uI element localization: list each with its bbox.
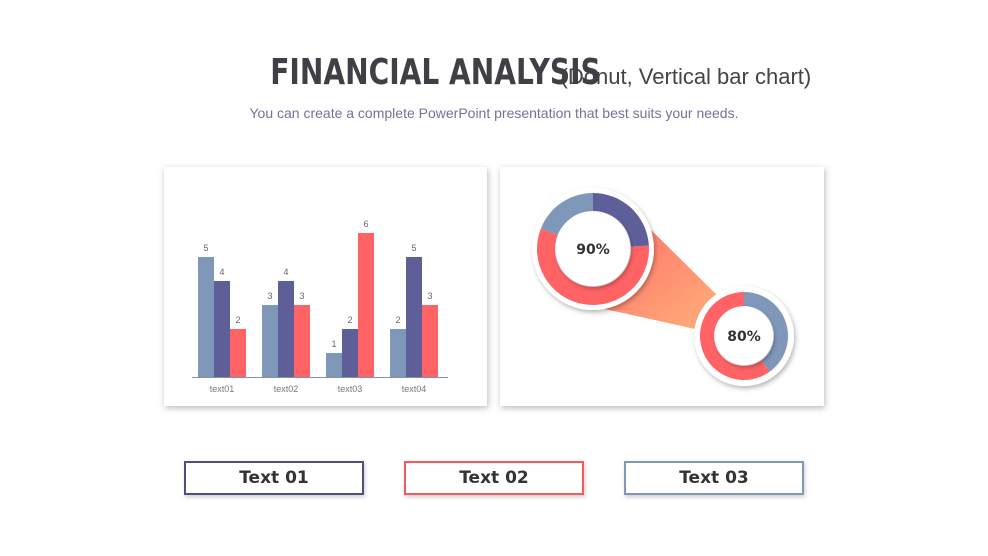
label-text-01: Text 01 — [239, 468, 309, 488]
label-box-text-02: Text 02 — [404, 461, 584, 495]
bar-text02-s2 — [278, 281, 294, 377]
bar-text01-s2 — [214, 281, 230, 377]
donut-chart: 90% 80% — [532, 188, 794, 386]
x-tick-text02: text02 — [274, 384, 299, 394]
bar-text03-s1 — [326, 353, 342, 377]
title-suffix: (Donut, Vertical bar chart) — [560, 64, 812, 89]
funnel-connector — [596, 229, 720, 333]
bar-label-text04-s1: 2 — [395, 315, 400, 325]
bar-text02-s3 — [294, 305, 310, 377]
bar-text01-s1 — [198, 257, 214, 377]
donut-90-label: 90% — [576, 242, 610, 258]
bar-label-text04-s3: 3 — [427, 291, 432, 301]
donut-90-segment-2 — [540, 193, 593, 236]
bar-label-text02-s2: 4 — [283, 267, 288, 277]
bar-text04-s3 — [422, 305, 438, 377]
bar-text02-s1 — [262, 305, 278, 377]
label-text-03: Text 03 — [679, 468, 749, 488]
title-main: FINANCIAL ANALYSIS — [270, 52, 601, 93]
x-tick-text03: text03 — [338, 384, 363, 394]
bar-chart-card: 5 4 2 text01 3 4 3 text02 1 2 6 text03 2 5 3 text04 — [164, 167, 487, 406]
bar-label-text02-s3: 3 — [299, 291, 304, 301]
bar-text01-s3 — [230, 329, 246, 377]
x-tick-text01: text01 — [210, 384, 235, 394]
bar-label-text04-s2: 5 — [411, 243, 416, 253]
donut-80-segment-2 — [744, 292, 788, 372]
donut-80-segment-1 — [700, 292, 770, 381]
donut-90-center — [556, 212, 630, 286]
bar-label-text01-s1: 5 — [203, 243, 208, 253]
bar-label-text03-s3: 6 — [363, 219, 368, 229]
bar-label-text01-s2: 4 — [219, 267, 224, 277]
bar-text03-s3 — [358, 233, 374, 377]
bar-text04-s1 — [390, 329, 406, 377]
page-subtitle: You can create a complete PowerPoint pre… — [249, 105, 739, 121]
donut-90: 90% — [532, 188, 654, 310]
bar-label-text03-s1: 1 — [331, 339, 336, 349]
label-box-text-03: Text 03 — [624, 461, 804, 495]
donut-80-label: 80% — [727, 329, 761, 345]
bar-text04-s2 — [406, 257, 422, 377]
donut-90-segment-1 — [537, 228, 649, 305]
bar-label-text02-s1: 3 — [267, 291, 272, 301]
bar-chart: 5 4 2 text01 3 4 3 text02 1 2 6 text03 2 5 3 text04 — [192, 219, 448, 394]
page-title: FINANCIAL ANALYSIS(Donut, Vertical bar c… — [0, 52, 988, 93]
label-text-02: Text 02 — [459, 468, 529, 488]
donut-90-segment-3 — [593, 193, 649, 247]
donut-80: 80% — [694, 286, 794, 386]
bar-text03-s2 — [342, 329, 358, 377]
donut-chart-card: 90% 80% — [500, 167, 824, 406]
bar-label-text01-s3: 2 — [235, 315, 240, 325]
donut-80-center — [715, 307, 773, 365]
label-box-text-01: Text 01 — [184, 461, 364, 495]
x-tick-text04: text04 — [402, 384, 427, 394]
bar-label-text03-s2: 2 — [347, 315, 352, 325]
